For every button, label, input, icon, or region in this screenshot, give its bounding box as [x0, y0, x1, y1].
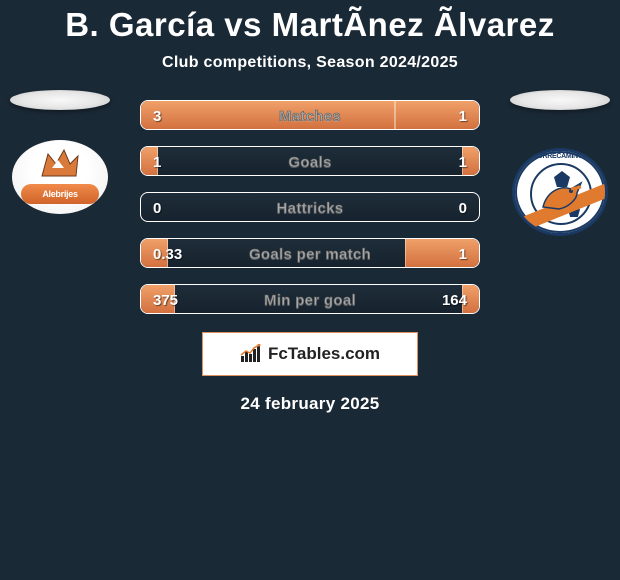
stat-label: Matches: [141, 101, 479, 131]
stat-label: Goals: [141, 147, 479, 177]
right-player-column: CORRECAMINOS: [500, 90, 620, 236]
left-team-crest: Alebrijes: [12, 140, 108, 214]
stat-label: Min per goal: [141, 285, 479, 315]
stats-area: Alebrijes CORRECAMINOS 31Matches 11Goals 0…: [0, 100, 620, 320]
right-team-crest: CORRECAMINOS: [512, 148, 608, 236]
player-silhouette-placeholder: [10, 90, 110, 110]
player-silhouette-placeholder: [510, 90, 610, 110]
roadrunner-icon: [537, 177, 585, 217]
fctables-label: FcTables.com: [268, 344, 380, 364]
page-title: B. García vs MartÃ­nez Ãlvarez: [0, 0, 620, 44]
stat-label: Hattricks: [141, 193, 479, 223]
stat-row: 31Matches: [140, 100, 480, 130]
left-player-column: Alebrijes: [0, 90, 120, 214]
stat-row: 375164Min per goal: [140, 284, 480, 314]
stat-row: 00Hattricks: [140, 192, 480, 222]
right-crest-label: CORRECAMINOS: [515, 153, 605, 160]
comparison-card: B. García vs MartÃ­nez Ãlvarez Club comp…: [0, 0, 620, 580]
stat-row: 0.331Goals per match: [140, 238, 480, 268]
fctables-branding[interactable]: FcTables.com: [202, 332, 418, 376]
left-crest-label: Alebrijes: [21, 184, 99, 204]
stat-label: Goals per match: [141, 239, 479, 269]
stat-rows: 31Matches 11Goals 00Hattricks 0.331Goals pe…: [140, 100, 480, 330]
fox-icon: [38, 146, 82, 180]
stat-row: 11Goals: [140, 146, 480, 176]
subtitle: Club competitions, Season 2024/2025: [0, 54, 620, 72]
comparison-date: 24 february 2025: [0, 394, 620, 414]
bar-chart-icon: [240, 344, 262, 364]
